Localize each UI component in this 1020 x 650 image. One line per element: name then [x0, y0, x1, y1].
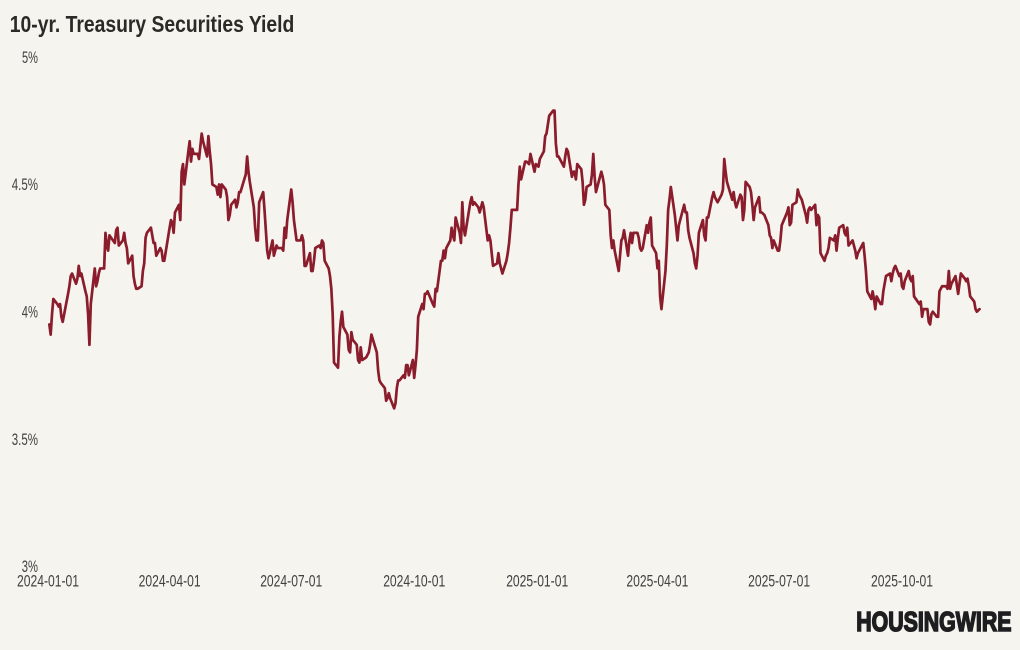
- svg-text:3.5%: 3.5%: [12, 431, 38, 449]
- svg-text:2025-01-01: 2025-01-01: [506, 573, 568, 591]
- svg-text:2024-04-01: 2024-04-01: [139, 573, 201, 591]
- svg-text:2024-01-01: 2024-01-01: [17, 573, 79, 591]
- svg-text:2024-10-01: 2024-10-01: [383, 573, 445, 591]
- svg-text:4.5%: 4.5%: [12, 176, 38, 194]
- svg-text:4%: 4%: [22, 304, 38, 322]
- svg-text:HOUSINGWIRE: HOUSINGWIRE: [856, 606, 1011, 637]
- svg-text:2025-04-01: 2025-04-01: [626, 573, 688, 591]
- svg-text:2024-07-01: 2024-07-01: [260, 573, 322, 591]
- svg-text:2025-07-01: 2025-07-01: [748, 573, 810, 591]
- svg-text:2025-10-01: 2025-10-01: [871, 573, 933, 591]
- svg-text:3%: 3%: [22, 558, 38, 576]
- svg-text:10-yr. Treasury Securities Yie: 10-yr. Treasury Securities Yield: [10, 11, 295, 37]
- svg-text:5%: 5%: [22, 49, 38, 67]
